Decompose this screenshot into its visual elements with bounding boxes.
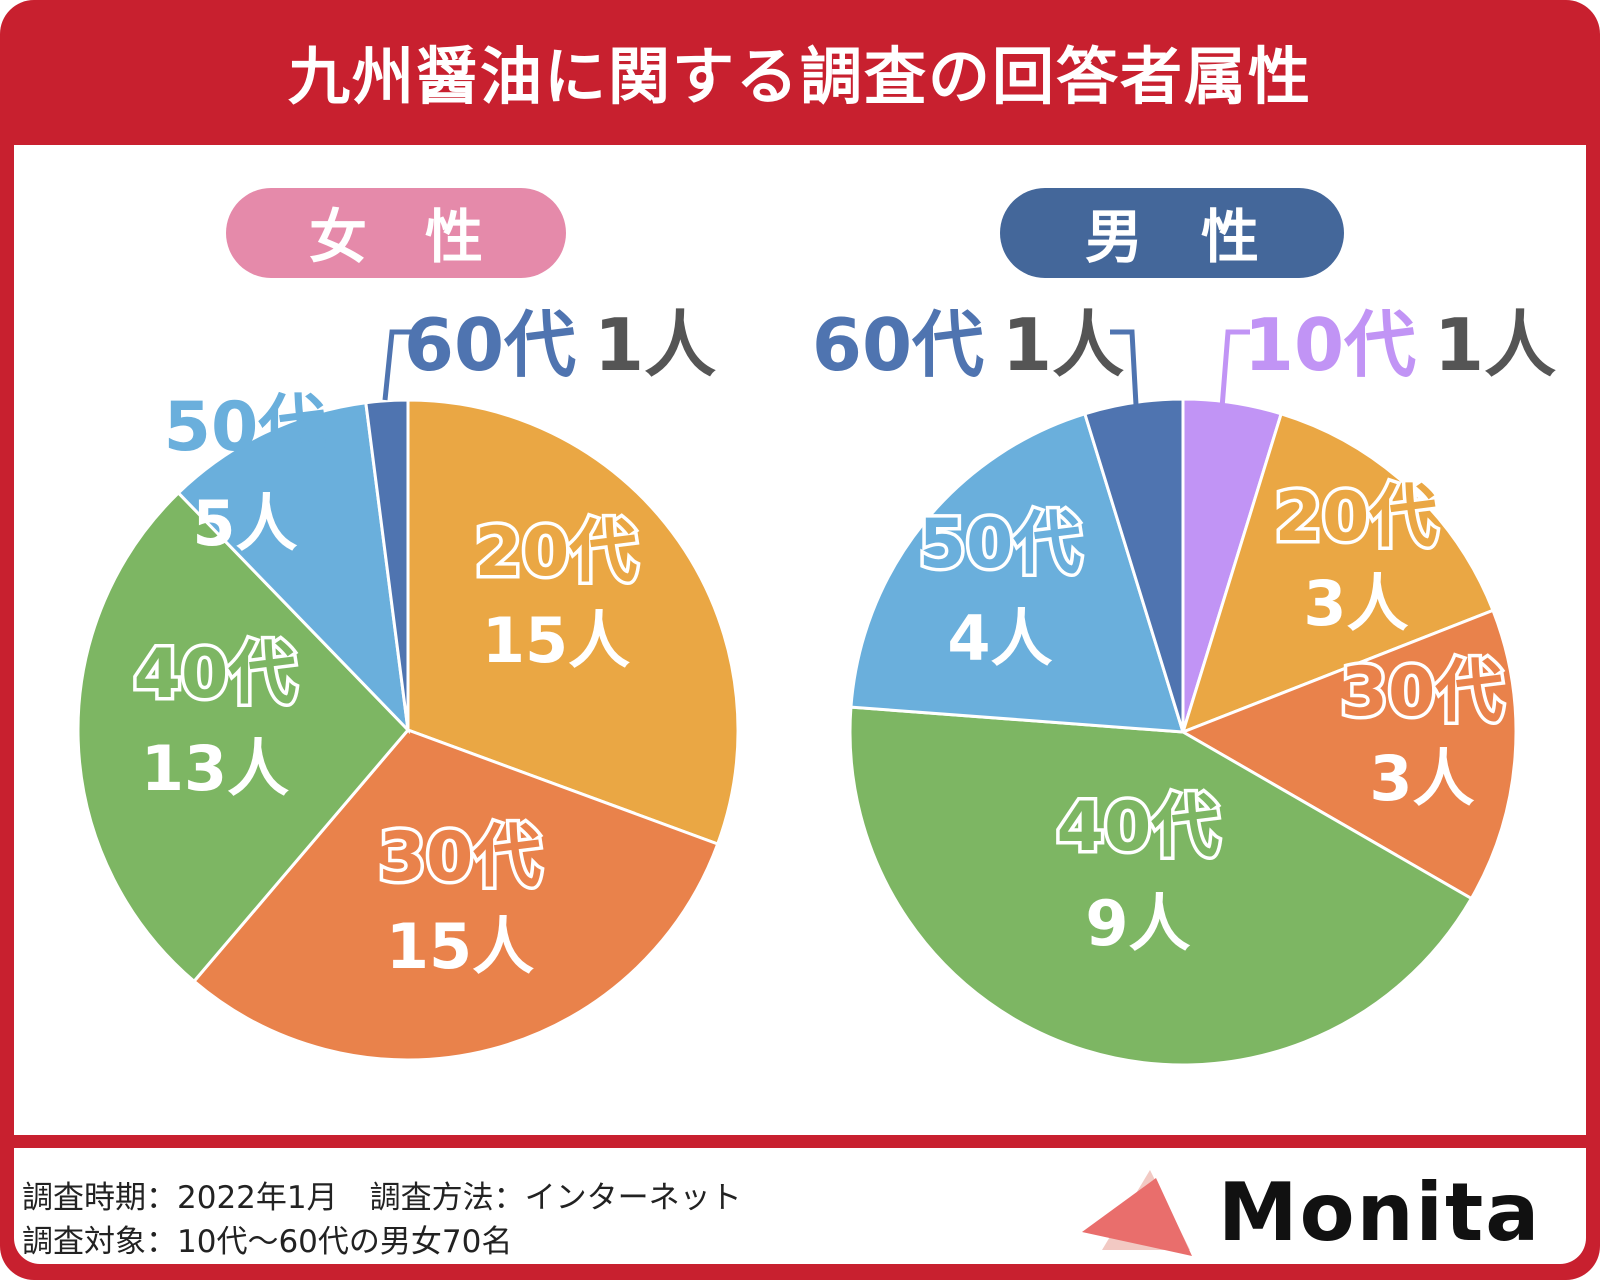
label-female-40代-count: 13人 [141, 732, 289, 805]
leader-male-10代 [1219, 329, 1250, 409]
footer [14, 1148, 1586, 1264]
label-female-30代-age: 30代 [379, 818, 542, 897]
chart-title: 九州醤油に関する調査の回答者属性 [287, 40, 1312, 113]
pie-labels: 20代 15人 30代 15人 40代 13人 50代 5人 60代 1人 10代 1人 20代 3人 30… [130, 303, 1556, 983]
label-male-40代-age: 40代 [1057, 788, 1220, 867]
leader-male-60代 [1110, 329, 1139, 406]
male-badge-label: 男 性 [1085, 203, 1259, 271]
label-female-50代-count: 5人 [192, 487, 297, 560]
leader-female-60代 [382, 329, 420, 401]
slice-female-30代 [191, 728, 720, 1062]
label-female-50代-age: 50代 [164, 388, 327, 467]
female-pie [76, 398, 740, 1062]
male-pie [848, 397, 1518, 1067]
label-female-30代-count: 15人 [386, 910, 534, 983]
monita-logo-text: Monita [1218, 1166, 1542, 1259]
slice-female-50代 [176, 401, 411, 735]
label-male-60代-outer: 60代 1人 [812, 303, 1124, 387]
label-female-20代-age: 20代 [475, 513, 638, 592]
slice-male-40代 [848, 705, 1474, 1067]
label-male-30代-count: 3人 [1369, 742, 1474, 815]
female-badge-label: 女 性 [309, 203, 483, 271]
slice-male-30代 [1179, 608, 1518, 901]
label-female-60代-outer: 60代 1人 [404, 303, 716, 387]
monita-logo-icon [1082, 1170, 1192, 1256]
slice-male-20代 [1180, 411, 1495, 735]
slice-male-50代 [849, 411, 1186, 734]
slice-female-20代 [406, 398, 740, 846]
label-male-30代-age: 30代 [1341, 653, 1504, 732]
survey-info-line-1: 調査時期：2022年1月 調査方法：インターネット [22, 1172, 742, 1217]
female-badge [226, 188, 566, 278]
slice-female-40代 [76, 490, 411, 984]
logo-shape-front [1082, 1178, 1192, 1256]
label-male-10代-outer: 10代 1人 [1244, 303, 1556, 387]
survey-period: 調査時期：2022年1月 [22, 1180, 338, 1216]
label-female-20代-count: 15人 [482, 604, 630, 677]
male-badge [1000, 188, 1344, 278]
survey-target: 調査対象：10代〜60代の男女70名 [22, 1224, 513, 1260]
label-male-50代-age: 50代 [919, 505, 1082, 584]
label-male-20代-age: 20代 [1275, 478, 1438, 557]
label-female-40代-age: 40代 [134, 635, 297, 714]
slice-female-60代 [364, 398, 410, 731]
label-male-20代-count: 3人 [1303, 567, 1408, 640]
label-male-40代-count: 9人 [1085, 887, 1190, 960]
survey-method: 調査方法：インターネット [369, 1180, 742, 1216]
label-male-50代-count: 4人 [947, 602, 1052, 675]
